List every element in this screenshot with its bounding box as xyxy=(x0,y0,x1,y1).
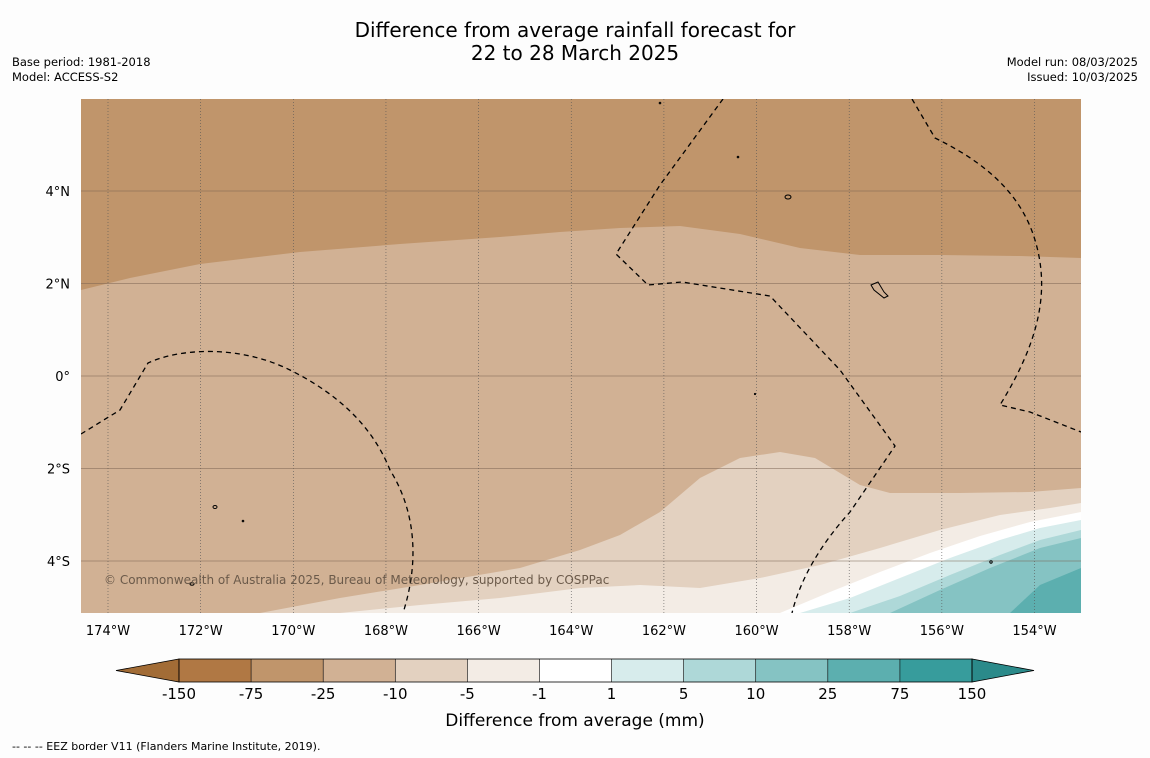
island-1 xyxy=(784,194,792,200)
colorbar-box xyxy=(179,659,252,682)
eez-border-central xyxy=(615,99,896,613)
colorbar-box xyxy=(539,659,612,682)
colorbar-tick-label: -10 xyxy=(383,685,408,703)
model-name: Model: ACCESS-S2 xyxy=(12,70,119,84)
eez-border-west xyxy=(81,350,414,613)
colorbar-box xyxy=(683,659,756,682)
longitude-label: 174°W xyxy=(86,624,130,639)
colorbar-tick-label: -1 xyxy=(532,685,547,703)
title-line-2: 22 to 28 March 2025 xyxy=(470,41,680,65)
issued-date: Issued: 10/03/2025 xyxy=(1027,70,1138,84)
base-period: Base period: 1981-2018 xyxy=(12,55,151,69)
model-run: Model run: 08/03/2025 xyxy=(1006,55,1138,69)
latitude-label: 4°N xyxy=(46,185,71,200)
title-line-1: Difference from average rainfall forecas… xyxy=(354,18,796,42)
eez-footnote: -- -- -- EEZ border V11 (Flanders Marine… xyxy=(12,740,321,753)
longitude-labels: 174°W 172°W 170°W 168°W 166°W 164°W 162°W 160°W… xyxy=(86,624,1057,639)
colorbar-box xyxy=(323,659,396,682)
colorbar-tick-label: -150 xyxy=(162,685,196,703)
meta-left: Base period: 1981-2018 Model: ACCESS-S2 xyxy=(12,55,151,85)
longitude-label: 154°W xyxy=(1012,624,1056,639)
longitude-label: 172°W xyxy=(179,624,223,639)
colorbar-tick-label: 5 xyxy=(679,685,689,703)
longitude-label: 156°W xyxy=(920,624,964,639)
island-7 xyxy=(241,519,245,523)
eez-border-east xyxy=(911,99,1081,433)
island-4 xyxy=(189,582,195,586)
band-75 xyxy=(1010,568,1081,613)
meta-right: Model run: 08/03/2025 Issued: 10/03/2025 xyxy=(1007,55,1138,85)
map-field: © Commonwealth of Australia 2025, Bureau… xyxy=(81,99,1081,613)
copyright-text: © Commonwealth of Australia 2025, Bureau… xyxy=(104,573,609,587)
island-3 xyxy=(212,505,218,509)
latitude-labels: 4°N 2°N 0° 2°S 4°S xyxy=(46,185,71,570)
map-title: Difference from average rainfall forecas… xyxy=(0,19,1150,65)
colorbar-box xyxy=(251,659,324,682)
island-5 xyxy=(736,155,740,159)
island-6 xyxy=(658,101,662,105)
longitude-label: 160°W xyxy=(734,624,778,639)
colorbar-tick-label: -75 xyxy=(239,685,264,703)
gridlines xyxy=(81,99,1081,613)
islands xyxy=(189,101,993,586)
colorbar-tick-label: -5 xyxy=(460,685,475,703)
island-9 xyxy=(753,392,757,396)
longitude-label: 162°W xyxy=(642,624,686,639)
island-8 xyxy=(989,560,993,564)
latitude-label: 2°S xyxy=(47,463,70,478)
colorbar-tick-label: 25 xyxy=(818,685,837,703)
colorbar-box xyxy=(611,659,684,682)
colorbar-box xyxy=(755,659,828,682)
colorbar-box xyxy=(827,659,900,682)
colorbar-tick-label: 150 xyxy=(958,685,987,703)
colorbar: -150 -75 -25 -10 -5 -1 1 5 10 25 75 150 xyxy=(115,658,1035,703)
colorbar-box xyxy=(467,659,540,682)
latitude-label: 2°N xyxy=(46,278,71,293)
colorbar-extend-high xyxy=(971,658,1035,683)
island-2 xyxy=(870,281,889,299)
longitude-label: 166°W xyxy=(457,624,501,639)
colorbar-tick-label: 75 xyxy=(890,685,909,703)
colorbar-box xyxy=(395,659,468,682)
longitude-label: 168°W xyxy=(364,624,408,639)
longitude-label: 170°W xyxy=(271,624,315,639)
colorbar-tick-label: 1 xyxy=(607,685,617,703)
colorbar-box xyxy=(899,659,972,682)
longitude-label: 158°W xyxy=(827,624,871,639)
longitude-label: 164°W xyxy=(549,624,593,639)
rainfall-map: © Commonwealth of Australia 2025, Bureau… xyxy=(46,99,1081,731)
colorbar-tick-label: 10 xyxy=(746,685,765,703)
colorbar-extend-low xyxy=(115,658,180,683)
latitude-label: 4°S xyxy=(47,555,70,570)
eez-borders xyxy=(81,99,1081,613)
colorbar-tick-label: -25 xyxy=(311,685,336,703)
colorbar-label: Difference from average (mm) xyxy=(445,711,704,731)
latitude-label: 0° xyxy=(55,370,70,385)
